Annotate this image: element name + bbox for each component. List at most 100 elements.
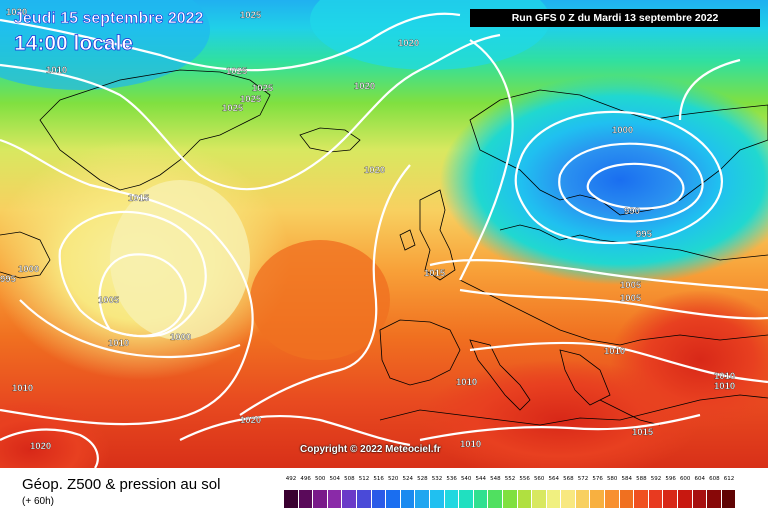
isobar-label: 1010	[604, 346, 625, 357]
isobar-label: 1020	[354, 81, 375, 92]
color-swatch	[459, 490, 474, 508]
color-swatch	[517, 490, 533, 508]
color-swatch	[473, 490, 489, 508]
color-scale-label: 572	[577, 476, 589, 482]
color-scale-label: 520	[387, 476, 399, 482]
isobar-label: 1010	[714, 371, 735, 382]
isobar-label: 1005	[620, 280, 642, 291]
color-swatch	[415, 490, 430, 508]
color-swatch	[590, 490, 606, 508]
color-scale-label: 504	[329, 476, 341, 482]
color-swatch	[400, 490, 416, 508]
color-scale-label: 500	[314, 476, 326, 482]
color-scale-label: 492	[285, 476, 297, 482]
color-scale-label: 552	[504, 476, 516, 482]
color-swatch	[284, 490, 299, 508]
isobar-label: 1020	[398, 38, 419, 49]
color-scale-swatches	[284, 490, 737, 508]
isobar-label: 1020	[364, 165, 385, 176]
color-swatch	[356, 490, 372, 508]
isobar-label: 1025	[240, 10, 262, 21]
color-swatch	[313, 490, 328, 508]
color-scale-label: 496	[300, 476, 311, 482]
color-swatch	[619, 490, 635, 508]
color-scale-label: 524	[402, 476, 414, 482]
isobar-label: 1015	[128, 193, 150, 204]
color-scale-label: 600	[679, 476, 691, 482]
isobars	[0, 12, 768, 468]
color-swatch	[692, 490, 708, 508]
color-scale-label: 508	[344, 476, 355, 482]
color-scale-label: 564	[548, 476, 560, 482]
color-swatch	[707, 490, 722, 508]
color-scale-label: 548	[490, 476, 501, 482]
copyright-notice: Copyright © 2022 Meteociel.fr	[300, 444, 441, 455]
color-scale-label: 580	[606, 476, 618, 482]
color-scale-label: 596	[665, 476, 676, 482]
isobar-label: 1025	[226, 66, 248, 77]
color-scale-label: 592	[650, 476, 662, 482]
color-swatch	[546, 490, 562, 508]
isobar-label: 1015	[424, 268, 446, 279]
color-scale-label: 588	[636, 476, 647, 482]
isobar-label: 1010	[714, 381, 735, 392]
forecast-time: 14:00 locale	[14, 32, 134, 56]
color-swatch	[663, 490, 679, 508]
color-swatch	[605, 490, 620, 508]
color-swatch	[488, 490, 503, 508]
color-swatch	[444, 490, 460, 508]
color-scale-label: 556	[519, 476, 530, 482]
isobar-label: 1020	[6, 7, 27, 18]
color-scale-label: 612	[723, 476, 735, 482]
color-swatch	[721, 490, 737, 508]
color-swatch	[678, 490, 693, 508]
isobar-label: 1010	[108, 338, 129, 349]
isobar-label: 1020	[30, 441, 51, 452]
color-scale-label: 528	[417, 476, 428, 482]
color-scale-label: 540	[460, 476, 472, 482]
isobar-label: 1020	[240, 415, 261, 426]
isobar-label: 1025	[222, 103, 244, 114]
color-swatch	[298, 490, 314, 508]
isobar-label: 1000	[18, 264, 39, 275]
forecast-date: Jeudi 15 septembre 2022	[14, 10, 204, 28]
color-scale: 492 496 500 504 508 512 516 520 524 528 532 536 540 5…	[284, 476, 752, 510]
color-swatch	[342, 490, 357, 508]
isobar-label: 995	[636, 229, 653, 240]
color-swatch	[371, 490, 387, 508]
color-swatch	[561, 490, 576, 508]
isobar-label: 1000	[170, 332, 191, 343]
color-scale-label: 576	[592, 476, 603, 482]
color-scale-label: 584	[621, 476, 633, 482]
isobar-label: 1000	[612, 125, 633, 136]
color-scale-label: 560	[533, 476, 545, 482]
isobar-label: 1010	[46, 65, 67, 76]
color-swatch	[634, 490, 649, 508]
isobar-label: 1010	[12, 383, 33, 394]
legend-subtitle: (+ 60h)	[22, 496, 54, 507]
color-scale-label: 516	[373, 476, 384, 482]
isobar-label: 995	[0, 274, 17, 285]
isobar-label: 1025	[240, 94, 262, 105]
color-swatch	[327, 490, 343, 508]
isobar-label: 1010	[460, 439, 481, 450]
legend-bar: Géop. Z500 & pression au sol (+ 60h) 492…	[0, 468, 768, 512]
isobar-label: 1005	[98, 295, 120, 306]
color-scale-label: 512	[358, 476, 370, 482]
color-scale-label: 568	[563, 476, 574, 482]
coastlines	[0, 69, 768, 426]
color-scale-label: 544	[475, 476, 487, 482]
color-swatch	[532, 490, 547, 508]
color-swatch	[648, 490, 664, 508]
model-run-label: Run GFS 0 Z du Mardi 13 septembre 2022	[470, 9, 760, 27]
color-scale-label: 536	[446, 476, 457, 482]
legend-title: Géop. Z500 & pression au sol	[22, 476, 221, 493]
color-scale-label: 532	[431, 476, 443, 482]
color-scale-label: 608	[709, 476, 720, 482]
color-swatch	[502, 490, 518, 508]
isobar-label: 990	[624, 206, 640, 217]
color-swatch	[575, 490, 591, 508]
isobar-label: 1010	[456, 377, 477, 388]
